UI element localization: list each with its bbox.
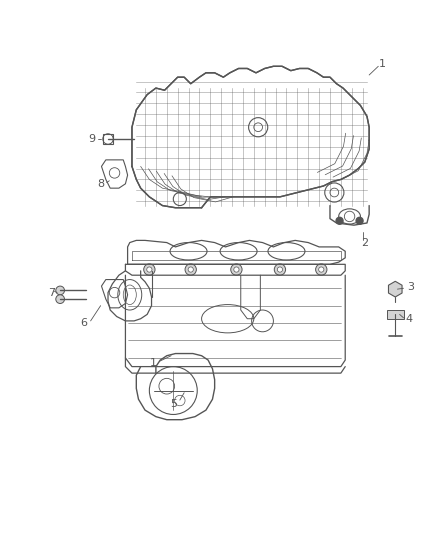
Text: 2: 2: [361, 238, 368, 247]
Text: 8: 8: [97, 179, 104, 189]
Text: 4: 4: [405, 314, 412, 324]
Circle shape: [336, 217, 343, 224]
Circle shape: [147, 267, 152, 272]
Circle shape: [188, 267, 193, 272]
Circle shape: [231, 264, 242, 275]
Circle shape: [234, 267, 239, 272]
Text: 9: 9: [88, 134, 95, 144]
Circle shape: [56, 286, 64, 295]
Text: 3: 3: [407, 282, 414, 292]
Text: 6: 6: [81, 318, 88, 328]
Circle shape: [356, 217, 363, 224]
Text: 1: 1: [379, 59, 386, 69]
Circle shape: [56, 295, 64, 303]
FancyBboxPatch shape: [103, 134, 113, 144]
Circle shape: [274, 264, 286, 275]
Circle shape: [316, 264, 327, 275]
Text: 5: 5: [170, 399, 177, 409]
Text: 7: 7: [48, 288, 55, 297]
Circle shape: [144, 264, 155, 275]
Circle shape: [185, 264, 196, 275]
Text: 1: 1: [150, 358, 157, 368]
Circle shape: [319, 267, 324, 272]
Circle shape: [277, 267, 283, 272]
FancyBboxPatch shape: [387, 310, 404, 319]
